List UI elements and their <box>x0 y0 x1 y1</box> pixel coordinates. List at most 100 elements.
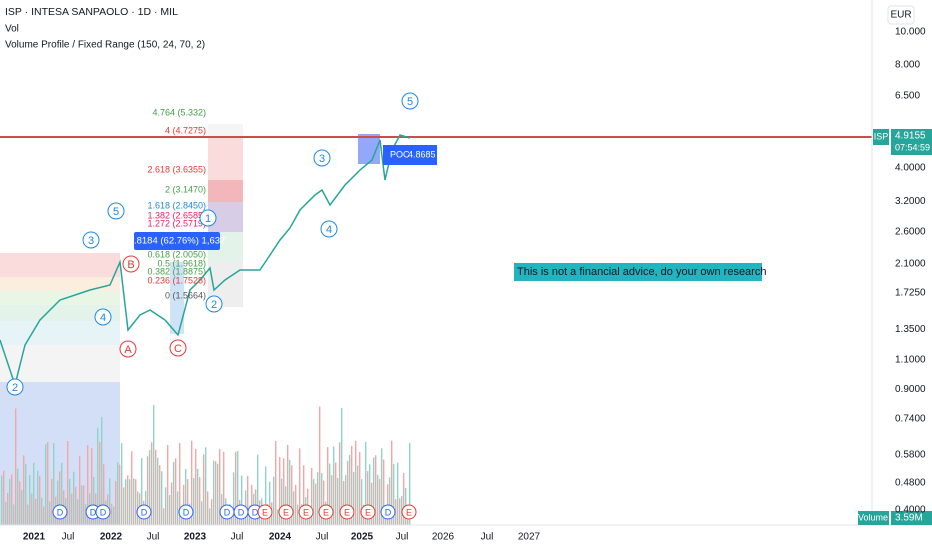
event-marker[interactable] <box>136 504 152 520</box>
volume-bar <box>287 444 289 525</box>
volume-bar <box>381 448 383 525</box>
volume-bar <box>315 483 317 525</box>
event-label: E <box>365 507 371 517</box>
volume-bar <box>247 475 249 525</box>
volume-bar <box>51 478 53 525</box>
symbol-tag <box>873 129 889 145</box>
volume-bar <box>109 478 111 525</box>
volume-bar <box>303 465 305 525</box>
volume-bar <box>351 445 353 525</box>
event-marker[interactable] <box>178 504 194 520</box>
fib-band <box>0 321 120 345</box>
price-axis-label: 1.3500 <box>895 324 926 335</box>
fib-label: 4 (4.7275) <box>165 125 206 135</box>
fib-label: 0.618 (2.0050) <box>147 249 206 259</box>
event-label: D <box>224 507 231 517</box>
fib-label: 1.272 (2.5719) <box>147 218 206 228</box>
time-axis-label: Jul <box>147 532 160 543</box>
symbol-tag-text: ISP <box>874 131 889 141</box>
event-label: D <box>90 507 97 517</box>
price-axis-label: 0.5800 <box>895 449 926 460</box>
volume-bar <box>157 457 159 525</box>
volume-bar <box>83 485 85 525</box>
volume-bar <box>391 440 393 525</box>
volume-bar <box>113 506 115 525</box>
volume-tag <box>891 511 932 525</box>
event-marker[interactable] <box>95 504 111 520</box>
event-label: E <box>323 507 329 517</box>
volume-bar <box>17 468 19 525</box>
volume-bar <box>97 427 99 525</box>
wave-label: 5 <box>113 206 119 218</box>
volume-bar <box>283 458 285 525</box>
volume-bar <box>215 461 217 525</box>
event-marker[interactable] <box>360 504 376 520</box>
volume-bar <box>359 451 361 525</box>
price-axis-label: 2.1000 <box>895 258 926 269</box>
event-marker[interactable] <box>318 504 334 520</box>
event-marker[interactable] <box>257 504 273 520</box>
volume-bar <box>343 480 345 525</box>
volume-bar <box>293 491 295 525</box>
volume-bar <box>39 475 41 525</box>
event-label: D <box>238 507 245 517</box>
price-axis-label: 0.4000 <box>895 505 926 516</box>
fib-band <box>208 180 243 202</box>
volume-bar <box>217 463 219 525</box>
volume-bar <box>353 471 355 525</box>
event-marker[interactable] <box>278 504 294 520</box>
volume-bar <box>337 477 339 525</box>
currency[interactable]: EUR <box>890 10 911 21</box>
event-label: E <box>344 507 350 517</box>
wave-label: C <box>174 343 182 355</box>
volume-bar <box>155 449 157 525</box>
price-axis-label: 4.0000 <box>895 163 926 174</box>
volume-tag <box>858 511 889 525</box>
currency-button[interactable] <box>887 5 915 25</box>
volume-bar <box>69 478 71 525</box>
volume-bar <box>167 444 169 525</box>
volume-bar <box>397 462 399 525</box>
volume-bar <box>175 458 177 525</box>
event-marker[interactable] <box>298 504 314 520</box>
volume-bar <box>333 446 335 525</box>
volume-bar <box>61 462 63 525</box>
volume-bar <box>73 471 75 525</box>
fib-band <box>0 277 120 291</box>
volume-bar <box>373 457 375 525</box>
volume-bar <box>159 465 161 525</box>
volume-bar <box>395 499 397 525</box>
volume-bar <box>319 406 321 525</box>
volume-bar <box>15 408 17 525</box>
event-marker[interactable] <box>52 504 68 520</box>
price-axis-label: 6.500 <box>895 91 920 102</box>
volume-bar <box>177 491 179 525</box>
event-marker[interactable] <box>401 504 417 520</box>
volume-bar <box>117 462 119 525</box>
volume-bar <box>323 480 325 525</box>
fib-label: 1.382 (2.6585) <box>147 210 206 220</box>
volume-bar <box>349 454 351 525</box>
volume-bars <box>1 405 411 525</box>
volume-bar <box>409 442 411 525</box>
event-marker[interactable] <box>380 504 396 520</box>
volume-bar <box>11 474 13 525</box>
fib-label: 0.236 (1.7528) <box>147 275 206 285</box>
volume-bar <box>277 509 279 525</box>
fib-band <box>208 138 243 180</box>
volume-bar <box>43 506 45 525</box>
volume-bar <box>201 501 203 525</box>
volume-bar <box>361 479 363 525</box>
poc-box <box>383 145 437 165</box>
volume-bar <box>357 465 359 525</box>
event-marker[interactable] <box>339 504 355 520</box>
note: This is not a financial advice, do your … <box>517 266 766 278</box>
volume-bar <box>75 486 77 525</box>
poc-value: 4.8685 <box>408 149 436 159</box>
volume-bar <box>33 462 35 525</box>
volume-bar <box>235 451 237 525</box>
event-label: D <box>100 507 107 517</box>
time-axis-label: Jul <box>231 532 244 543</box>
fib-label: 4.764 (5.332) <box>152 107 206 117</box>
